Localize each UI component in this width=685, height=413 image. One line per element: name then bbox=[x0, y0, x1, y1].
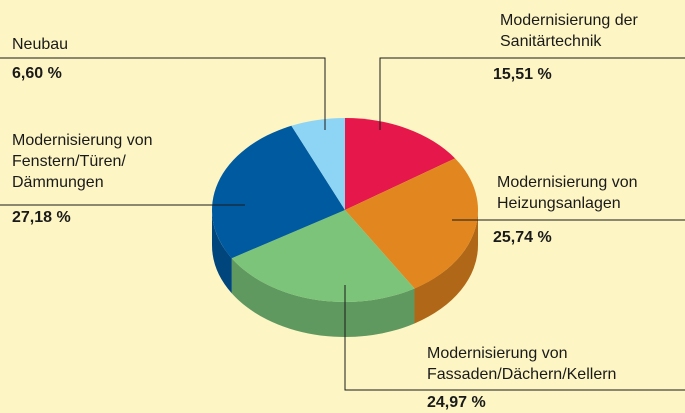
value-label: 27,18 % bbox=[12, 209, 71, 226]
value-label: 25,74 % bbox=[493, 229, 552, 246]
slice-side-shade bbox=[231, 258, 415, 338]
slice-side-shade bbox=[212, 210, 232, 294]
slice-label: Modernisierung von Fenstern/Türen/ Dämmu… bbox=[12, 132, 153, 191]
slice-label: Neubau bbox=[12, 36, 69, 53]
slice-top bbox=[291, 118, 345, 210]
value-label: 6,60 % bbox=[12, 65, 62, 82]
slice-side bbox=[414, 210, 478, 324]
slice-top bbox=[345, 118, 456, 210]
slice bbox=[212, 125, 345, 294]
slice-side bbox=[231, 258, 415, 338]
slice-top bbox=[231, 210, 415, 302]
slice-label: Modernisierung von Fassaden/Dächern/Kell… bbox=[427, 345, 617, 383]
slice-side bbox=[212, 210, 232, 294]
slices bbox=[212, 118, 479, 338]
value-label: 15,51 % bbox=[493, 66, 552, 83]
slice-label: Modernisierung der Sanitärtechnik bbox=[500, 12, 638, 50]
slice-top bbox=[212, 125, 345, 259]
slice bbox=[345, 158, 479, 324]
slice-side-shade bbox=[414, 210, 478, 324]
slice bbox=[345, 118, 456, 210]
leader-line bbox=[379, 57, 685, 130]
leader-line bbox=[344, 285, 685, 391]
slice-label: Modernisierung von Heizungsanlagen bbox=[497, 174, 638, 212]
leader-line bbox=[0, 57, 326, 130]
value-label: 24,97 % bbox=[427, 394, 486, 411]
slice bbox=[231, 210, 415, 338]
leader-lines bbox=[0, 57, 685, 391]
slice bbox=[291, 118, 345, 210]
slice-top bbox=[345, 158, 479, 289]
